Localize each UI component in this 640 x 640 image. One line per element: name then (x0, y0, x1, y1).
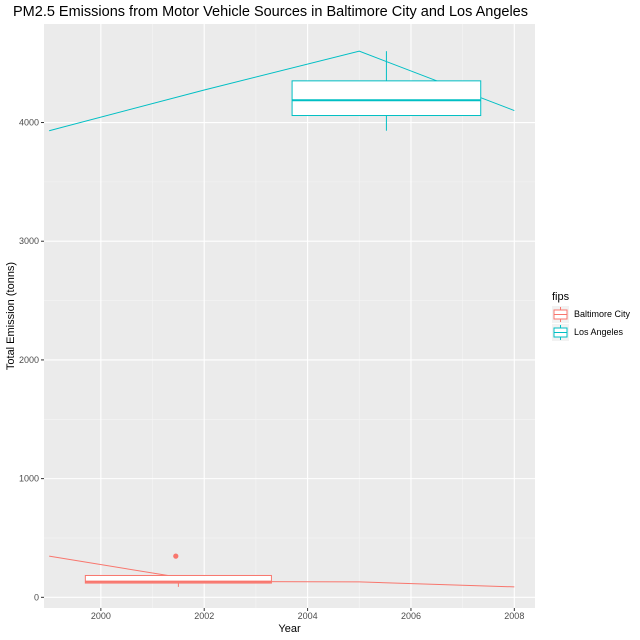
grid-major (44, 24, 535, 608)
x-tick-label: 2000 (91, 611, 111, 621)
data-marks (49, 50, 515, 588)
y-tick-label: 0 (34, 592, 39, 602)
x-axis-title: Year (278, 623, 301, 635)
x-tick-label: 2002 (194, 611, 214, 621)
x-tick-label: 2004 (298, 611, 318, 621)
box-outlier-point (173, 553, 179, 559)
x-tick-label: 2008 (504, 611, 524, 621)
y-tick-label: 3000 (19, 236, 39, 246)
axes: 2000 2002 2004 2006 2008 0 1000 2000 3000 4000 (19, 118, 524, 621)
grid-minor (44, 24, 535, 608)
y-tick-label: 1000 (19, 474, 39, 484)
y-axis-title: Total Emission (tonns) (5, 262, 17, 370)
legend: fips Baltimore City Los Angeles (552, 291, 631, 341)
box-body (291, 80, 482, 117)
series-line (49, 555, 515, 588)
legend-label: Baltimore City (574, 309, 631, 319)
legend-title: fips (552, 291, 570, 303)
y-tick-label: 2000 (19, 355, 39, 365)
chart-title: PM2.5 Emissions from Motor Vehicle Sourc… (13, 4, 528, 20)
plot-panel (44, 24, 535, 608)
box-body (84, 574, 272, 584)
legend-label: Los Angeles (574, 327, 624, 337)
x-tick-label: 2006 (401, 611, 421, 621)
y-tick-label: 4000 (19, 118, 39, 128)
